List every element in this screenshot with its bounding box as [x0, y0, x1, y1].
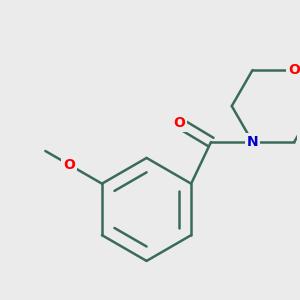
Text: N: N [247, 135, 258, 149]
Text: O: O [173, 116, 184, 130]
Text: O: O [63, 158, 75, 172]
Text: O: O [288, 63, 300, 77]
